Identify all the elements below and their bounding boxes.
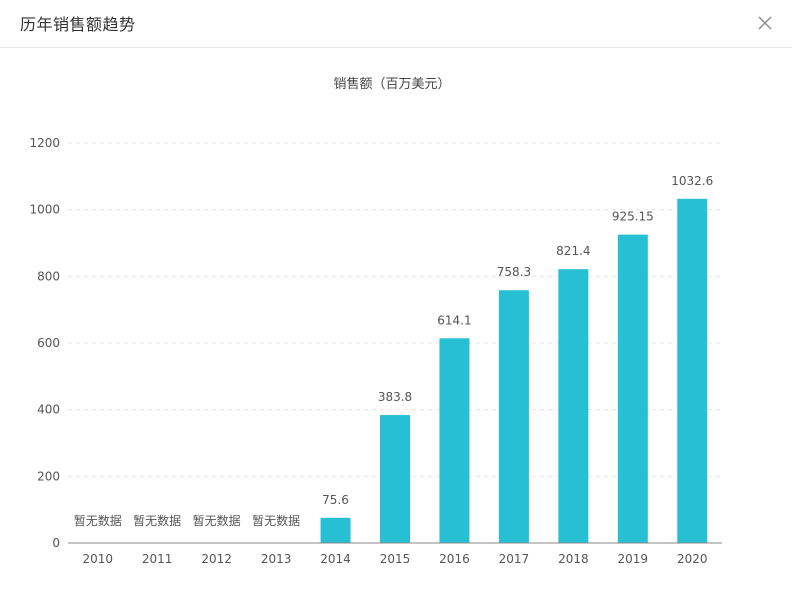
data-label: 925.15	[612, 210, 654, 224]
dialog-title: 历年销售额趋势	[20, 15, 136, 34]
x-tick-label: 2020	[677, 552, 708, 566]
x-tick-label: 2011	[142, 552, 173, 566]
chart-area: 销售额（百万美元） 0 200 400 600 800 1000 1200 暂无数据 暂无数据…	[0, 49, 792, 601]
data-label: 383.8	[378, 390, 412, 404]
x-tick-label: 2013	[261, 552, 292, 566]
y-tick-label: 1200	[29, 136, 60, 150]
x-tick-label: 2018	[558, 552, 589, 566]
close-icon	[758, 16, 772, 30]
data-label: 821.4	[556, 244, 590, 258]
chart-title: 销售额（百万美元）	[333, 76, 450, 92]
bar[interactable]	[558, 269, 589, 543]
data-label: 1032.6	[671, 174, 713, 188]
grid-lines	[68, 142, 722, 477]
y-tick-label: 0	[52, 536, 60, 550]
close-button[interactable]	[752, 10, 778, 36]
data-label: 614.1	[437, 313, 471, 327]
y-tick-label: 200	[37, 469, 60, 483]
bar[interactable]	[380, 415, 410, 543]
data-labels: 暂无数据 暂无数据 暂无数据 暂无数据75.6383.8614.1758.3821.4…	[74, 174, 714, 528]
bar[interactable]	[320, 517, 351, 543]
x-tick-label: 2016	[439, 552, 470, 566]
bars	[320, 198, 708, 544]
data-label: 暂无数据	[74, 513, 122, 528]
data-label: 758.3	[497, 265, 531, 279]
y-tick-label: 600	[37, 336, 60, 350]
data-label: 暂无数据	[193, 513, 241, 528]
y-axis-ticks: 0 200 400 600 800 1000 1200	[29, 136, 60, 550]
x-tick-label: 2015	[380, 552, 411, 566]
bar[interactable]	[498, 290, 529, 543]
x-tick-label: 2019	[618, 552, 649, 566]
bar[interactable]	[617, 234, 648, 543]
y-tick-label: 1000	[29, 203, 60, 217]
data-label: 暂无数据	[133, 513, 181, 528]
data-label: 暂无数据	[252, 513, 300, 528]
x-tick-label: 2010	[82, 552, 113, 566]
bar[interactable]	[677, 198, 708, 544]
y-tick-label: 400	[37, 403, 60, 417]
y-tick-label: 800	[37, 269, 60, 283]
x-tick-label: 2012	[201, 552, 232, 566]
x-tick-label: 2017	[499, 552, 530, 566]
bar[interactable]	[439, 338, 470, 543]
data-label: 75.6	[322, 493, 349, 507]
dialog-header: 历年销售额趋势	[0, 0, 792, 48]
x-axis-ticks: 2010 2011 2012 2013 2014 2015 2016 2017 2018 2019…	[82, 552, 707, 566]
x-tick-label: 2014	[320, 552, 351, 566]
